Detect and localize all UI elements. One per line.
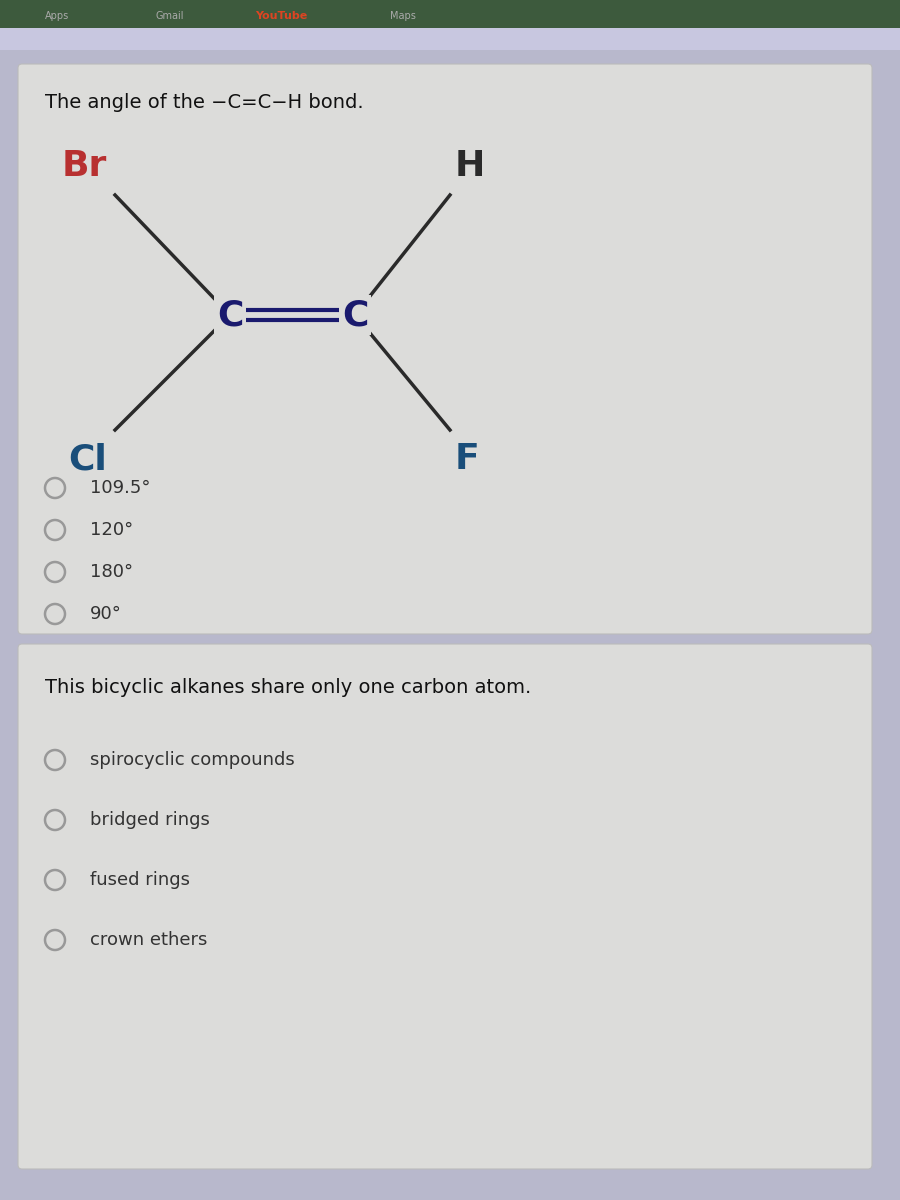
Text: 109.5°: 109.5° xyxy=(90,479,150,497)
Text: The angle of the −C=C−H bond.: The angle of the −C=C−H bond. xyxy=(45,92,364,112)
Text: crown ethers: crown ethers xyxy=(90,931,207,949)
Text: bridged rings: bridged rings xyxy=(90,811,210,829)
Text: fused rings: fused rings xyxy=(90,871,190,889)
Text: Apps: Apps xyxy=(45,11,69,20)
Text: 120°: 120° xyxy=(90,521,133,539)
FancyBboxPatch shape xyxy=(18,64,872,634)
Text: spirocyclic compounds: spirocyclic compounds xyxy=(90,751,295,769)
Text: C: C xyxy=(342,298,368,332)
Text: Gmail: Gmail xyxy=(155,11,184,20)
Text: C: C xyxy=(217,298,243,332)
Bar xyxy=(0,0,900,28)
Text: F: F xyxy=(455,442,480,476)
Bar xyxy=(0,28,900,50)
Text: This bicyclic alkanes share only one carbon atom.: This bicyclic alkanes share only one car… xyxy=(45,678,531,697)
Text: Cl: Cl xyxy=(68,442,107,476)
FancyBboxPatch shape xyxy=(18,644,872,1169)
Text: Br: Br xyxy=(61,149,107,182)
Text: H: H xyxy=(455,149,485,182)
Text: 90°: 90° xyxy=(90,605,122,623)
Text: YouTube: YouTube xyxy=(255,11,307,20)
Text: Maps: Maps xyxy=(390,11,416,20)
Text: 180°: 180° xyxy=(90,563,133,581)
